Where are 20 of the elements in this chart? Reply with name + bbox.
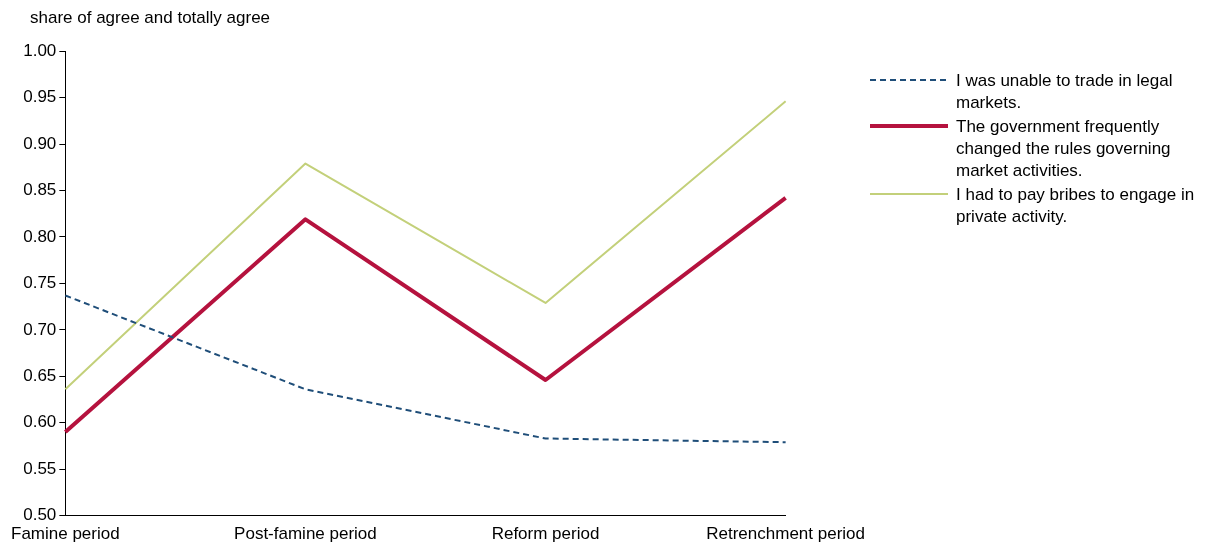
y-axis-title: share of agree and totally agree <box>29 8 272 29</box>
x-tick-label: Post-famine period <box>234 524 377 544</box>
x-tick-label: Reform period <box>491 524 600 544</box>
y-tick-label: 1.00 <box>23 40 57 60</box>
y-tick-label: 0.85 <box>23 180 57 200</box>
legend-label: The government frequently changed the rules governing market activities. <box>956 116 1172 182</box>
legend-label: I was unable to trade in legal markets. <box>956 70 1174 114</box>
y-tick-label: 0.75 <box>23 273 57 293</box>
x-tick-label: Famine period <box>11 524 120 544</box>
y-tick-label: 0.80 <box>23 226 57 246</box>
y-tick-label: 0.70 <box>23 319 57 339</box>
y-tick-label: 0.65 <box>23 365 57 385</box>
legend-label: I had to pay bribes to engage in private activity. <box>956 184 1196 228</box>
x-tick-label: Retrenchment period <box>706 524 866 544</box>
y-tick-label: 0.50 <box>23 505 57 525</box>
y-tick-label: 0.60 <box>23 412 57 432</box>
y-tick-label: 0.95 <box>23 87 57 107</box>
y-tick-label: 0.90 <box>23 133 57 153</box>
y-tick-label: 0.55 <box>23 458 57 478</box>
line-series <box>64 294 787 444</box>
